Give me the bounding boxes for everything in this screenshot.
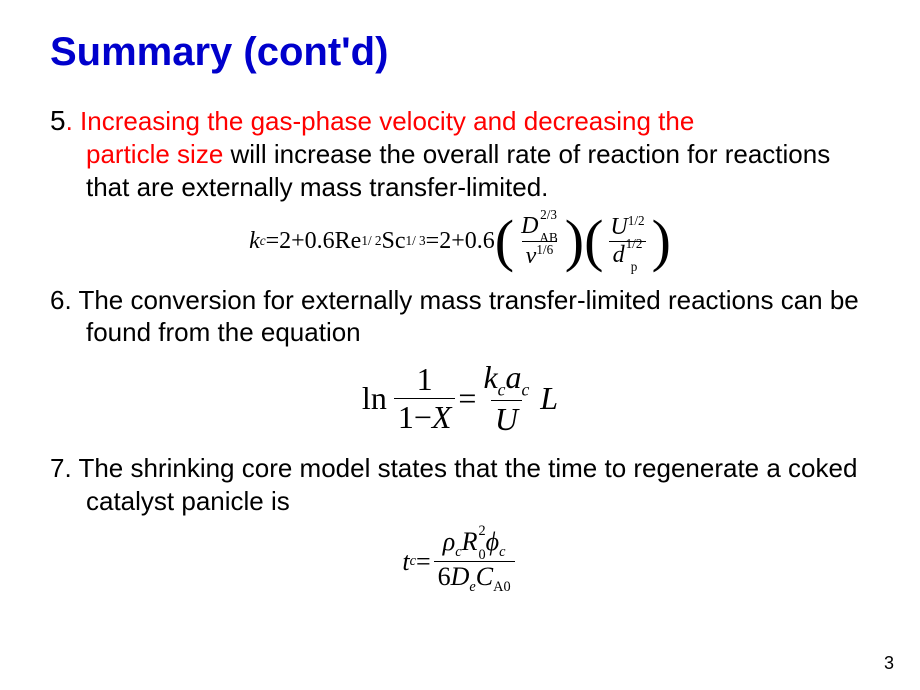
eq2-one: 1 <box>413 361 437 398</box>
eq2-a: a <box>505 359 521 395</box>
eq1-lpar2: ( <box>584 215 603 267</box>
item-number-5: 5 <box>50 105 66 136</box>
eq3-R: R <box>462 527 478 556</box>
eq3-phic: c <box>499 544 505 560</box>
eq1-two1: 2 <box>279 228 291 255</box>
equation-tc: tc = ρcR20ϕc 6DeCA0 <box>50 527 870 596</box>
eq3-phi: ϕ <box>486 527 499 556</box>
eq2-minus: − <box>414 399 432 435</box>
eq3-R2: 2 <box>479 524 486 538</box>
eq1-third: 1/ 3 <box>406 233 426 249</box>
eq1-rpar1: ) <box>565 215 584 267</box>
eq2-1m: 1 <box>398 399 414 435</box>
eq1-dp: p <box>626 260 643 273</box>
eq1-AB: AB <box>539 231 557 244</box>
eq1-eq1: = <box>266 228 280 255</box>
eq1-dhalf: 1/2 <box>626 237 643 250</box>
eq3-C: C <box>476 562 493 591</box>
eq1-p6-1: 0.6 <box>305 228 335 255</box>
item7-text: 7. The shrinking core model states that … <box>50 453 857 516</box>
list-item-5: 5. Increasing the gas-phase velocity and… <box>50 103 870 203</box>
eq1-nu: ν <box>526 243 537 269</box>
eq2-L: L <box>540 380 558 417</box>
eq3-rho: ρ <box>443 527 455 556</box>
item5-red-line2: particle size <box>86 139 231 169</box>
eq3-t: t <box>402 547 409 577</box>
eq1-Sc: Sc <box>382 228 406 255</box>
list-item-6: 6. The conversion for externally mass tr… <box>50 284 870 349</box>
eq1-lpar1: ( <box>495 215 514 267</box>
eq1-D: D <box>521 213 538 239</box>
eq1-half: 1/ 2 <box>361 233 381 249</box>
eq3-eq: = <box>416 547 431 577</box>
eq1-two2: 2 <box>439 228 451 255</box>
eq3-D: D <box>451 562 470 591</box>
eq1-k: k <box>249 228 260 255</box>
eq3-A0: A0 <box>493 579 510 595</box>
list-item-7: 7. The shrinking core model states that … <box>50 452 870 517</box>
page-number: 3 <box>884 653 894 674</box>
equation-kc: kc = 2 + 0.6 Re1/ 2 Sc1/ 3 = 2 + 0.6 ( D… <box>50 213 870 270</box>
eq2-U: U <box>491 400 522 438</box>
eq1-eq2: = <box>426 228 440 255</box>
eq2-k: k <box>483 359 497 395</box>
eq1-plus2: + <box>451 228 465 255</box>
eq3-R0: 0 <box>479 548 486 562</box>
item5-red-line1: . Increasing the gas-phase velocity and … <box>66 106 695 136</box>
eq1-Re: Re <box>335 228 362 255</box>
eq2-ac: c <box>521 379 529 399</box>
eq1-d: d <box>613 242 625 268</box>
item6-text: 6. The conversion for externally mass tr… <box>50 285 859 348</box>
eq2-X: X <box>432 399 452 435</box>
eq1-23: 2/3 <box>539 208 557 221</box>
eq1-plus1: + <box>291 228 305 255</box>
eq1-Uhalf: 1/2 <box>628 213 645 228</box>
slide-title: Summary (cont'd) <box>50 30 870 75</box>
eq2-ln: ln <box>362 380 387 417</box>
equation-lnX: ln 1 1−X = kcac U L <box>50 359 870 438</box>
eq3-six: 6 <box>438 562 451 591</box>
eq1-p6-2: 0.6 <box>465 228 495 255</box>
eq2-eq: = <box>458 380 476 417</box>
eq1-rpar2: ) <box>652 215 671 267</box>
